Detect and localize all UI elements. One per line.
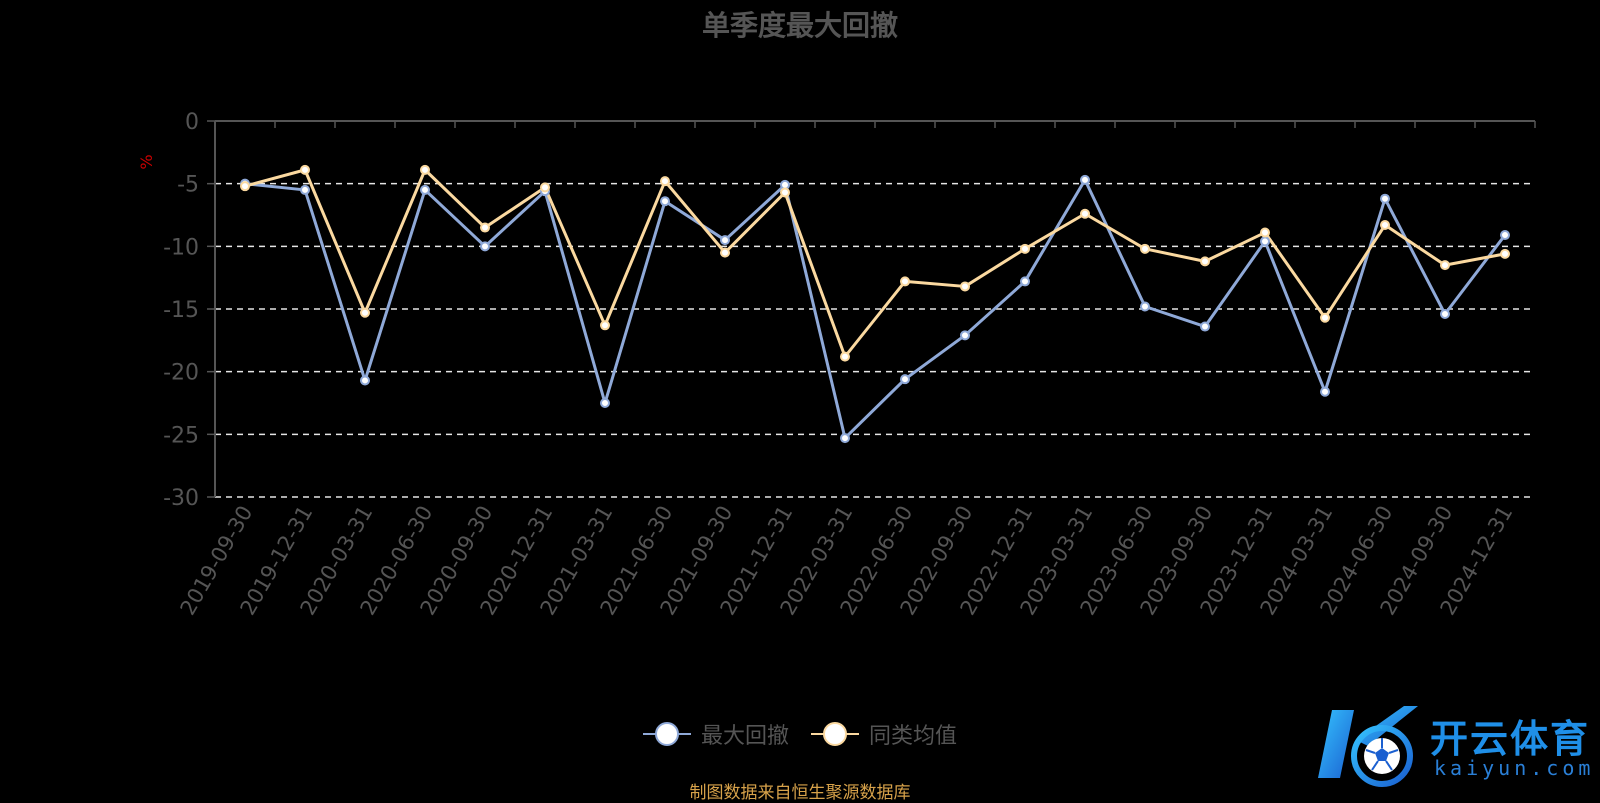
data-points — [240, 164, 1510, 444]
data-point-series-1[interactable] — [1500, 248, 1510, 259]
series-lines — [243, 168, 1507, 440]
series-line-1 — [243, 168, 1507, 359]
data-source-note: 制图数据来自恒生聚源数据库 — [689, 783, 911, 803]
y-tick-label: -10 — [163, 235, 199, 260]
data-point-series-0[interactable] — [1140, 301, 1150, 312]
y-tick-label: -30 — [163, 486, 199, 511]
legend-item-series-1[interactable]: 同类均值 — [811, 718, 957, 750]
data-point-series-0[interactable] — [1440, 309, 1450, 320]
y-tick-label: 0 — [185, 110, 199, 135]
y-tick-label: -25 — [163, 423, 199, 448]
y-tick-label: -20 — [163, 361, 199, 386]
data-point-series-1[interactable] — [840, 351, 850, 362]
data-point-series-1[interactable] — [480, 222, 490, 233]
data-point-series-0[interactable] — [1080, 174, 1090, 185]
data-point-series-1[interactable] — [720, 247, 730, 258]
data-point-series-0[interactable] — [900, 374, 910, 385]
legend: 最大回撤 同类均值 — [0, 718, 1600, 750]
series-line-0 — [243, 178, 1507, 440]
data-point-series-0[interactable] — [600, 398, 610, 408]
y-tick-label: -5 — [177, 173, 199, 198]
data-point-series-1[interactable] — [240, 181, 250, 192]
data-point-series-0[interactable] — [960, 330, 970, 341]
data-point-series-1[interactable] — [1080, 208, 1090, 219]
data-point-series-1[interactable] — [1200, 256, 1210, 267]
data-point-series-1[interactable] — [600, 320, 610, 331]
data-point-series-1[interactable] — [780, 187, 790, 198]
watermark-logo: 开云体育 kaiyun.com — [1318, 700, 1598, 790]
data-point-series-0[interactable] — [1200, 321, 1210, 332]
data-point-series-0[interactable] — [1500, 230, 1510, 241]
legend-swatch-series-1 — [811, 721, 859, 747]
data-point-series-1[interactable] — [1140, 243, 1150, 254]
data-point-series-0[interactable] — [660, 196, 670, 207]
watermark-name-en: kaiyun.com — [1434, 756, 1595, 780]
data-point-series-1[interactable] — [900, 276, 910, 287]
y-axis-unit-label: % — [137, 154, 156, 169]
data-point-series-0[interactable] — [1020, 276, 1030, 287]
data-point-series-1[interactable] — [1440, 260, 1450, 271]
legend-item-series-0[interactable]: 最大回撤 — [642, 718, 789, 750]
watermark-name-cn: 开云体育 — [1430, 717, 1591, 761]
data-point-series-0[interactable] — [1320, 386, 1330, 397]
data-point-series-0[interactable] — [420, 184, 430, 195]
data-point-series-1[interactable] — [540, 182, 550, 193]
data-point-series-1[interactable] — [1380, 220, 1390, 231]
data-point-series-1[interactable] — [420, 164, 430, 175]
data-point-series-0[interactable] — [480, 241, 490, 252]
data-point-series-1[interactable] — [660, 176, 670, 187]
legend-swatch-series-0 — [642, 721, 691, 747]
data-point-series-0[interactable] — [300, 184, 310, 195]
legend-label-series-0: 最大回撤 — [700, 724, 789, 749]
grid-lines — [215, 182, 1535, 498]
soccer-ball-k-icon — [1318, 706, 1418, 787]
chart-title: 单季度最大回撤 — [701, 9, 898, 42]
data-point-series-1[interactable] — [1020, 243, 1030, 254]
data-point-series-0[interactable] — [1260, 236, 1270, 247]
axes — [207, 120, 1536, 498]
data-point-series-1[interactable] — [360, 307, 370, 318]
data-point-series-1[interactable] — [960, 281, 970, 292]
data-point-series-0[interactable] — [1380, 193, 1390, 204]
data-point-series-0[interactable] — [840, 433, 850, 444]
data-point-series-1[interactable] — [300, 164, 310, 175]
y-tick-label: -15 — [163, 298, 199, 323]
data-point-series-1[interactable] — [1260, 227, 1270, 238]
legend-label-series-1: 同类均值 — [869, 724, 958, 749]
data-point-series-0[interactable] — [720, 235, 730, 246]
data-point-series-0[interactable] — [360, 375, 370, 386]
data-point-series-1[interactable] — [1320, 312, 1330, 323]
